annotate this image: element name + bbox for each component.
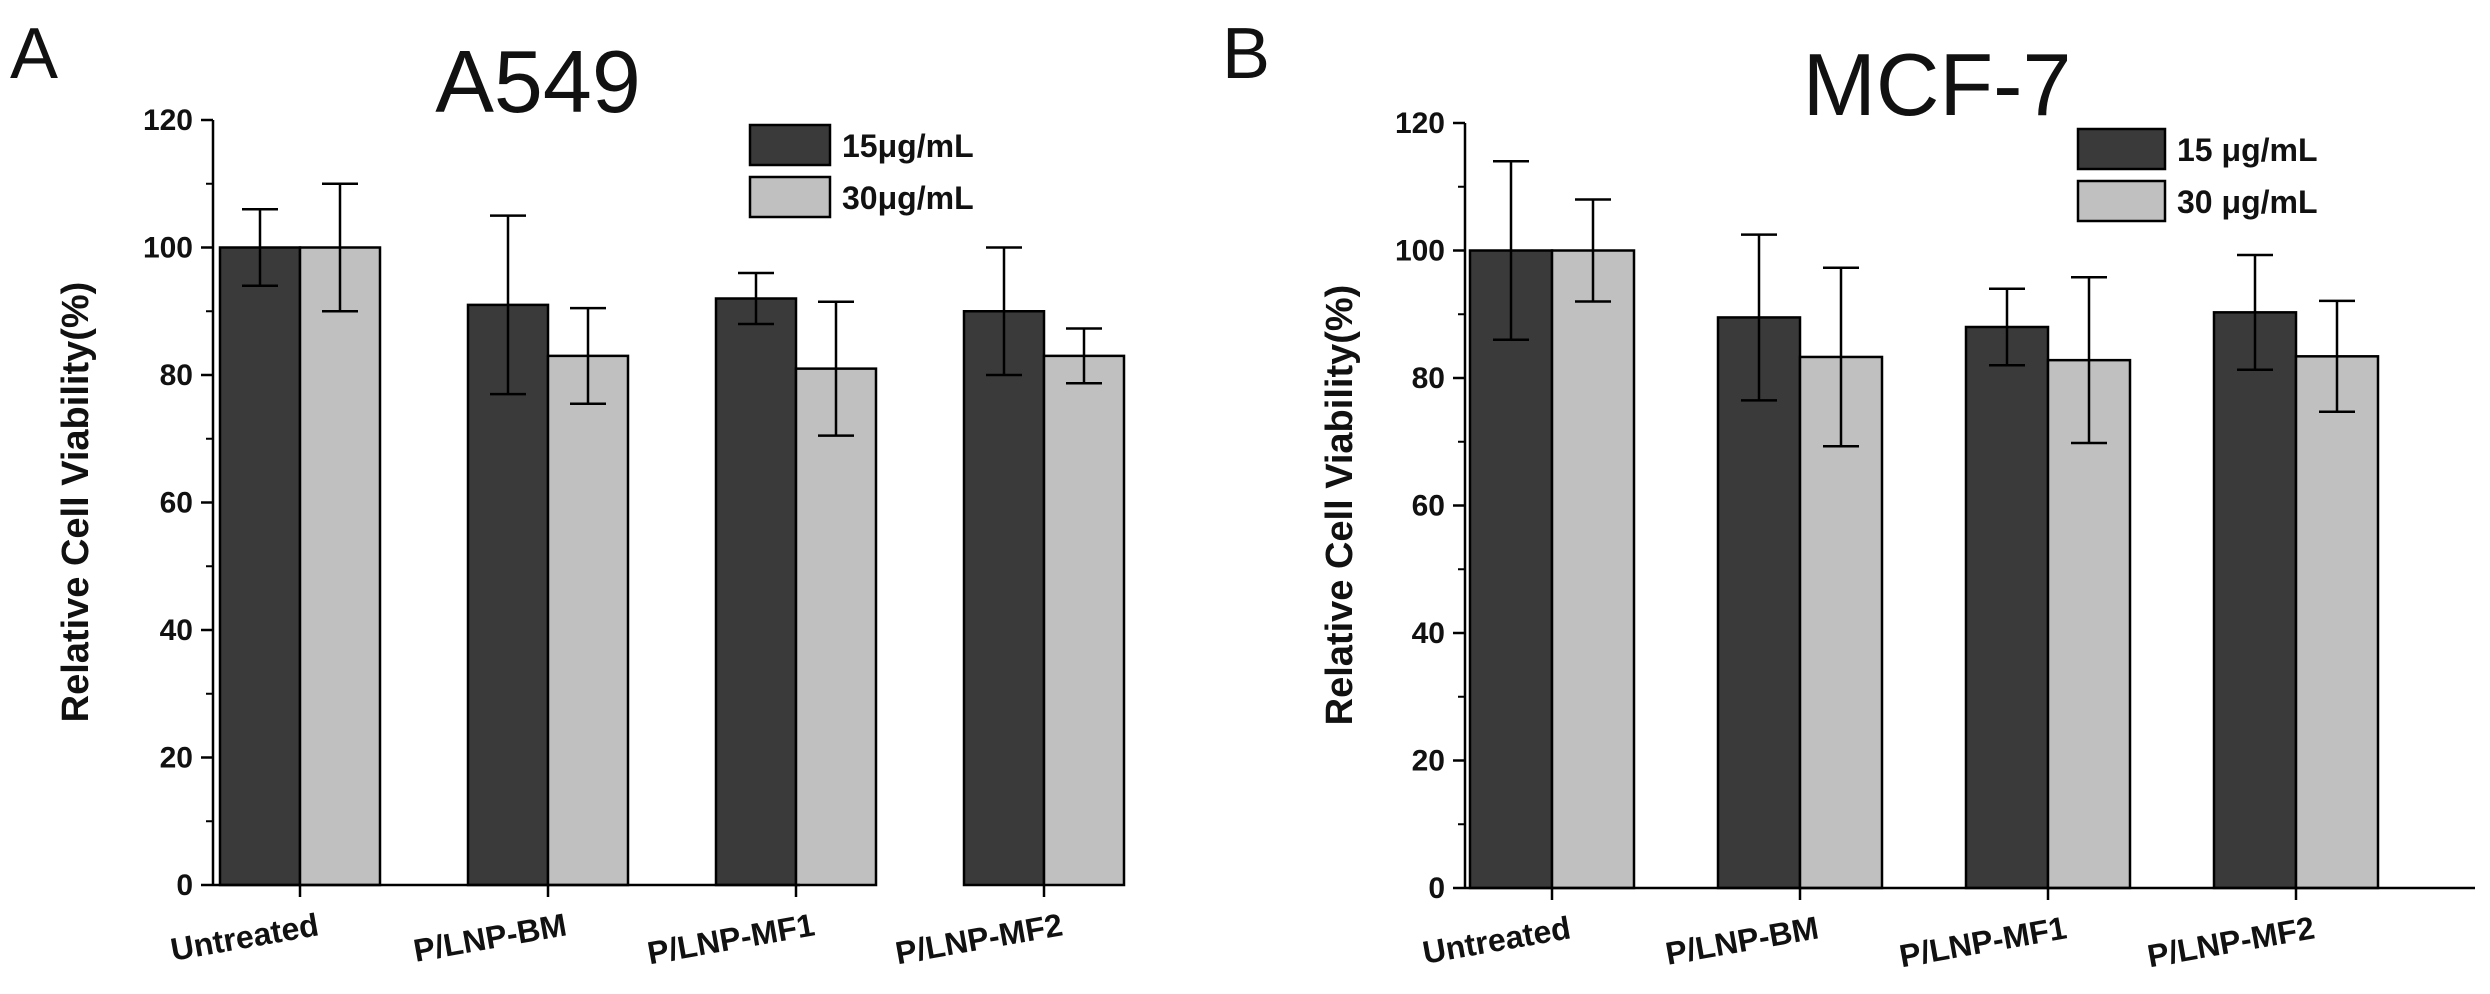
- bar-series1-1: [218, 246, 302, 887]
- x-tick-label: P/LNP-MF2: [2145, 909, 2318, 974]
- bar-series2-3: [794, 367, 878, 887]
- bar-series1-1: [1468, 249, 1554, 890]
- bar-series1-2: [1716, 316, 1802, 890]
- bar-series2-1: [1550, 249, 1636, 890]
- x-tick-label: P/LNP-MF1: [1897, 909, 2070, 974]
- x-tick-label: P/LNP-MF2: [893, 906, 1066, 971]
- bar-series2-3: [2046, 358, 2132, 890]
- chart-panel-a: A A549 Relative Cell Viability(%) 0 20 40 60 80…: [10, 14, 1126, 971]
- bar-series1-4: [962, 310, 1046, 887]
- bar-series2-4: [2294, 355, 2380, 890]
- y-tick-label: 20: [160, 742, 193, 775]
- y-tick-label: 60: [1412, 490, 1445, 523]
- panel-letter: B: [1222, 14, 1270, 94]
- y-tick-label: 0: [176, 869, 193, 902]
- y-tick-label: 20: [1412, 745, 1445, 778]
- y-tick-label: 40: [1412, 617, 1445, 650]
- y-tick-label: 40: [160, 614, 193, 647]
- bar-series2-4: [1042, 354, 1126, 887]
- x-tick-label: Untreated: [168, 906, 321, 967]
- y-tick-label: 100: [143, 232, 193, 265]
- chart-title: A549: [435, 32, 641, 131]
- x-tick-label: P/LNP-BM: [1663, 909, 1822, 971]
- y-tick-label: 60: [160, 487, 193, 520]
- y-axis-label: Relative Cell Viability(%): [55, 282, 97, 723]
- x-tick-label: P/LNP-BM: [411, 906, 570, 968]
- bar-series2-2: [546, 354, 630, 887]
- chart-panel-b: B MCF-7 Relative Cell Viability(%) 0 20 40 60 8…: [1222, 14, 2475, 974]
- panel-letter: A: [10, 14, 58, 94]
- bar-series2-1: [298, 246, 382, 887]
- y-tick-label: 120: [1395, 107, 1445, 140]
- legend-label-1: 15 μg/mL: [2177, 132, 2318, 168]
- y-tick-label: 80: [160, 359, 193, 392]
- y-tick-label: 80: [1412, 362, 1445, 395]
- legend-swatch-2: [2076, 179, 2167, 223]
- bar-series1-3: [1964, 325, 2050, 890]
- x-tick-label: Untreated: [1420, 909, 1573, 970]
- y-tick-label: 0: [1428, 872, 1445, 905]
- x-tick-label: P/LNP-MF1: [645, 906, 818, 971]
- bar-series1-2: [466, 303, 550, 887]
- chart-title: MCF-7: [1803, 35, 2072, 134]
- legend-swatch-2: [748, 175, 832, 219]
- legend-swatch-1: [2076, 127, 2167, 171]
- legend-label-2: 30 μg/mL: [2177, 184, 2318, 220]
- y-tick-label: 100: [1395, 235, 1445, 268]
- legend-swatch-1: [748, 123, 832, 167]
- bar-series1-4: [2212, 311, 2298, 890]
- y-tick-label: 120: [143, 104, 193, 137]
- bar-series1-3: [714, 297, 798, 887]
- y-axis-label: Relative Cell Viability(%): [1319, 285, 1361, 726]
- legend-label-2: 30μg/mL: [842, 180, 974, 216]
- legend-label-1: 15μg/mL: [842, 128, 974, 164]
